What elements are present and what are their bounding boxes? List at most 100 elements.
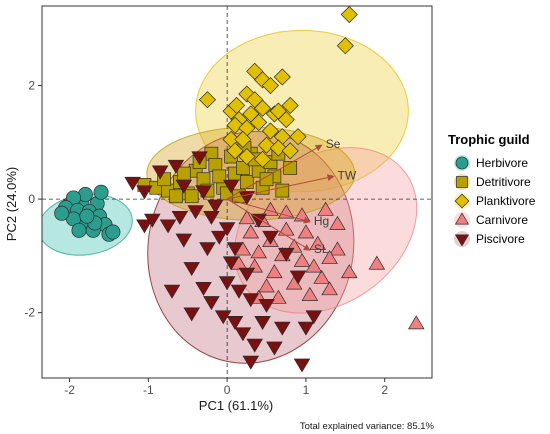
piscivore-point [254, 316, 271, 330]
loading-label: Se [326, 137, 341, 151]
carnivore-point [270, 289, 287, 304]
planktivore-point [261, 122, 280, 140]
piscivore-point [238, 267, 256, 282]
planktivore-point [261, 76, 280, 95]
herbivore-point [79, 208, 95, 224]
carnivore-point [266, 264, 283, 279]
piscivore-point [207, 199, 224, 214]
carnivore-point [277, 204, 295, 219]
y-tick-label: 0 [28, 192, 35, 206]
planktivore-point [238, 85, 256, 103]
detritivore-point [259, 172, 274, 187]
piscivore-point [289, 270, 307, 285]
planktivore-point [257, 136, 276, 154]
herbivore-point [54, 205, 70, 221]
loading-arrow [226, 198, 311, 251]
carnivore-point [297, 224, 315, 239]
planktivore-point [198, 91, 217, 109]
carnivore-point [242, 224, 260, 239]
carnivore-point [407, 315, 425, 330]
legend-item-piscivore: Piscivore [454, 231, 525, 247]
legend-symbol-detritivore [456, 176, 468, 188]
piscivore-point [222, 179, 240, 194]
axes: -2 -1 0 1 2 -2 0 2 [24, 5, 433, 397]
planktivore-point [269, 139, 287, 157]
planktivore-point [250, 113, 268, 131]
piscivore-point [222, 256, 240, 271]
planktivore-point [254, 150, 272, 168]
legend-symbol-herbivore [455, 156, 469, 170]
carnivore-point [305, 258, 323, 273]
piscivore-point [297, 321, 315, 336]
panel-border [41, 5, 433, 379]
piscivore-point [175, 179, 193, 194]
series-herbivore [54, 184, 121, 242]
piscivore-point [151, 165, 169, 180]
piscivore-point [203, 210, 220, 225]
piscivore-point [187, 205, 204, 220]
x-tick-label: 1 [303, 383, 310, 397]
piscivore-point [293, 358, 311, 373]
piscivore-point [214, 310, 232, 325]
piscivore-point [277, 247, 295, 262]
carnivore-point [321, 249, 338, 264]
loading-arrow [226, 144, 323, 200]
legend-label: Detritivore [476, 175, 531, 189]
detritivore-point [239, 175, 254, 189]
detritivore-point [212, 169, 227, 184]
piscivore-point [234, 327, 252, 342]
x-tick-label: -1 [143, 383, 154, 397]
carnivore-point [368, 255, 386, 270]
piscivore-point [171, 210, 189, 225]
loading-arrow [227, 198, 311, 224]
legend-label: Carnivore [476, 213, 528, 227]
piscivore-point [238, 191, 256, 206]
carnivore-point [321, 281, 338, 296]
piscivore-point [218, 276, 236, 291]
piscivore-point [191, 151, 208, 166]
planktivore-point [238, 147, 256, 166]
carnivore-point [313, 269, 330, 284]
piscivore-point [183, 262, 200, 276]
legend-item-planktivore: Planktivore [454, 193, 536, 209]
piscivore-point [163, 284, 181, 299]
legend-symbol-planktivore [454, 193, 470, 209]
carnivore-point [309, 235, 327, 250]
piscivore-point [226, 316, 244, 330]
piscivore-point [203, 296, 220, 311]
piscivore-point [211, 230, 228, 245]
legend-item-detritivore: Detritivore [454, 174, 531, 190]
carnivore-point [250, 244, 267, 259]
detritivore-point [236, 161, 250, 175]
piscivore-point [124, 176, 141, 191]
herbivore-point [105, 224, 121, 240]
piscivore-point [218, 222, 236, 237]
piscivore-point [246, 338, 263, 353]
planktivore-point [281, 96, 299, 114]
carnivore-point [293, 252, 311, 267]
carnivore-point [329, 241, 346, 256]
legend-item-herbivore: Herbivore [454, 155, 528, 171]
legend-title: Trophic guild [448, 132, 530, 147]
loading-label: TW [338, 168, 357, 182]
piscivore-point [305, 310, 323, 325]
detritivore-point [169, 189, 183, 204]
legend-symbol-carnivore [454, 212, 470, 225]
carnivore-point [301, 286, 319, 301]
piscivore-point [242, 355, 260, 370]
piscivore-point [195, 185, 212, 200]
piscivore-point [242, 293, 260, 308]
detritivore-point [184, 189, 199, 204]
piscivore-point [230, 284, 248, 299]
legend-label: Piscivore [476, 232, 525, 246]
legend-item-carnivore: Carnivore [454, 212, 528, 228]
planktivore-point [340, 6, 358, 24]
piscivore-point [195, 281, 212, 296]
piscivore-point [226, 242, 244, 257]
piscivore-point [183, 307, 200, 322]
piscivore-point [199, 242, 216, 257]
planktivore-point [226, 116, 244, 134]
planktivore-point [254, 99, 272, 117]
carnivore-point [329, 215, 346, 230]
